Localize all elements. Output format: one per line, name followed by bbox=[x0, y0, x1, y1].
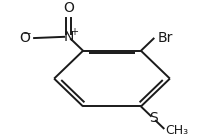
Text: Br: Br bbox=[158, 31, 173, 45]
Text: +: + bbox=[70, 27, 78, 37]
Text: O: O bbox=[63, 1, 74, 15]
Text: −: − bbox=[23, 29, 32, 39]
Text: O: O bbox=[19, 31, 30, 45]
Text: N: N bbox=[63, 30, 74, 44]
Text: S: S bbox=[149, 111, 157, 125]
Text: CH₃: CH₃ bbox=[166, 124, 189, 136]
